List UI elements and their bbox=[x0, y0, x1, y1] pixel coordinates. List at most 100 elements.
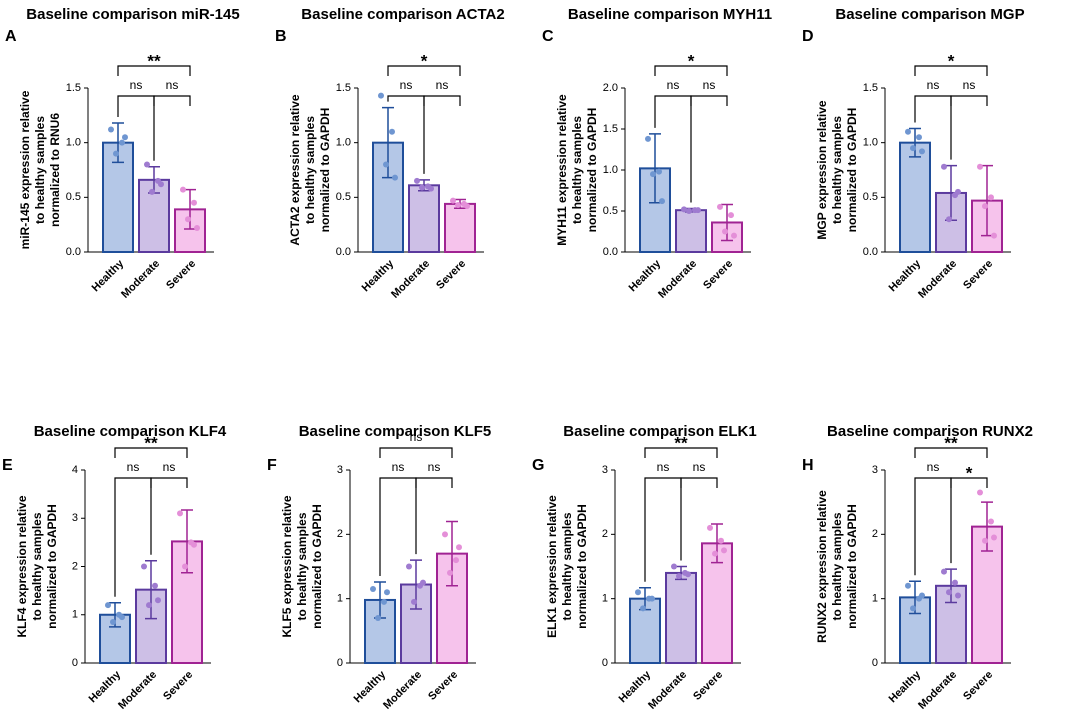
data-point bbox=[676, 573, 682, 580]
data-point bbox=[453, 557, 459, 564]
significance-label: * bbox=[966, 463, 973, 482]
significance-label: * bbox=[948, 51, 955, 70]
significance-label: ns bbox=[436, 78, 449, 92]
panel-title: Baseline comparison MYH11 bbox=[568, 6, 772, 23]
panel-title: Baseline comparison MGP bbox=[835, 6, 1024, 23]
x-tick-label: Severe bbox=[426, 669, 460, 703]
significance-bracket bbox=[150, 477, 188, 555]
error-bar bbox=[909, 127, 921, 158]
significance-bracket bbox=[423, 95, 461, 174]
significance-bracket bbox=[654, 95, 692, 128]
significance-label: ns bbox=[166, 78, 179, 92]
data-point bbox=[910, 605, 916, 612]
data-point bbox=[910, 145, 916, 152]
y-tick-label: 0.0 bbox=[603, 246, 618, 258]
y-tick-label: 1 bbox=[872, 593, 878, 605]
data-point bbox=[447, 569, 453, 576]
data-point bbox=[149, 188, 155, 195]
significance-bracket bbox=[117, 95, 155, 117]
data-point bbox=[420, 579, 426, 586]
data-point bbox=[686, 208, 692, 214]
bar bbox=[675, 209, 707, 253]
y-tick-label: 1.5 bbox=[863, 82, 878, 94]
y-tick-label: 2 bbox=[602, 528, 608, 540]
data-point bbox=[146, 602, 152, 609]
y-axis-label: normalized to RNU6 bbox=[48, 113, 62, 227]
data-point bbox=[191, 199, 197, 206]
y-tick-label: 1 bbox=[72, 609, 78, 621]
significance-label: ns bbox=[703, 78, 716, 92]
y-axis-label: normalized to GAPDH bbox=[845, 108, 859, 233]
significance-bracket bbox=[644, 447, 718, 458]
x-tick-label: Moderate bbox=[389, 258, 432, 301]
data-point bbox=[182, 563, 188, 570]
significance-bracket bbox=[950, 477, 988, 564]
bar bbox=[408, 184, 440, 254]
panel: A Baseline comparison miR-145 miR-145 expr… bbox=[5, 6, 240, 301]
y-tick-label: 3 bbox=[337, 464, 343, 476]
x-tick-label: Healthy bbox=[617, 668, 654, 705]
data-point bbox=[119, 614, 125, 621]
panel-letter: B bbox=[275, 28, 287, 45]
x-tick-label: Severe bbox=[691, 669, 725, 703]
y-tick-label: 1.0 bbox=[863, 137, 878, 149]
y-tick-label: 0 bbox=[337, 657, 343, 669]
significance-label: ns bbox=[667, 78, 680, 92]
data-point bbox=[406, 563, 412, 570]
panel: C Baseline comparison MYH11 MYH11 expressi… bbox=[542, 6, 772, 301]
significance-label: ns bbox=[657, 460, 670, 474]
y-axis-label: ELK1 expression relative bbox=[545, 495, 559, 638]
data-point bbox=[991, 232, 997, 239]
bar bbox=[99, 613, 131, 664]
panel: E Baseline comparison KLF4 KLF4 expression… bbox=[2, 423, 227, 712]
y-axis-label: KLF5 expression relative bbox=[280, 495, 294, 637]
panel-letter: F bbox=[267, 457, 277, 474]
x-tick-label: Severe bbox=[701, 258, 735, 292]
y-tick-label: 2.0 bbox=[603, 82, 618, 94]
data-point bbox=[191, 541, 197, 548]
x-tick-label: Healthy bbox=[360, 257, 397, 294]
x-tick-label: Severe bbox=[161, 669, 195, 703]
data-point bbox=[977, 489, 983, 496]
data-point bbox=[180, 186, 186, 193]
panel: F Baseline comparison KLF5 KLF5 expression… bbox=[267, 423, 491, 712]
y-axis-label: normalized to GAPDH bbox=[845, 504, 859, 629]
significance-label: ns bbox=[163, 460, 176, 474]
panel-title: Baseline comparison ELK1 bbox=[563, 423, 756, 440]
y-tick-label: 1.0 bbox=[66, 137, 81, 149]
data-point bbox=[428, 185, 434, 192]
significance-bracket bbox=[914, 65, 988, 76]
data-point bbox=[144, 161, 150, 168]
data-point bbox=[941, 568, 947, 575]
data-point bbox=[110, 618, 116, 625]
x-tick-label: Healthy bbox=[352, 668, 389, 705]
data-point bbox=[722, 228, 728, 235]
data-point bbox=[717, 203, 723, 210]
y-axis-label: miR-145 expression relative bbox=[18, 90, 32, 249]
x-tick-label: Healthy bbox=[887, 668, 924, 705]
significance-bracket bbox=[415, 477, 453, 555]
significance-bracket bbox=[690, 95, 728, 203]
data-point bbox=[728, 212, 734, 219]
x-tick-label: Moderate bbox=[646, 669, 689, 712]
panel-letter: A bbox=[5, 28, 17, 45]
data-point bbox=[952, 579, 958, 586]
data-point bbox=[721, 547, 727, 554]
error-bar bbox=[145, 559, 157, 620]
bar bbox=[665, 571, 697, 665]
data-point bbox=[991, 534, 997, 541]
panel-title: Baseline comparison KLF5 bbox=[299, 423, 492, 440]
significance-label: ** bbox=[674, 433, 688, 452]
y-axis-label: to healthy samples bbox=[570, 116, 584, 224]
data-point bbox=[731, 232, 737, 239]
x-tick-label: Severe bbox=[164, 258, 198, 292]
y-axis-label: normalized to GAPDH bbox=[310, 504, 324, 629]
significance-label: * bbox=[688, 51, 695, 70]
error-bar bbox=[945, 568, 957, 604]
data-point bbox=[955, 188, 961, 195]
data-point bbox=[119, 139, 125, 146]
data-point bbox=[456, 544, 462, 551]
data-point bbox=[982, 537, 988, 544]
y-tick-label: 0 bbox=[872, 657, 878, 669]
significance-bracket bbox=[117, 65, 191, 76]
